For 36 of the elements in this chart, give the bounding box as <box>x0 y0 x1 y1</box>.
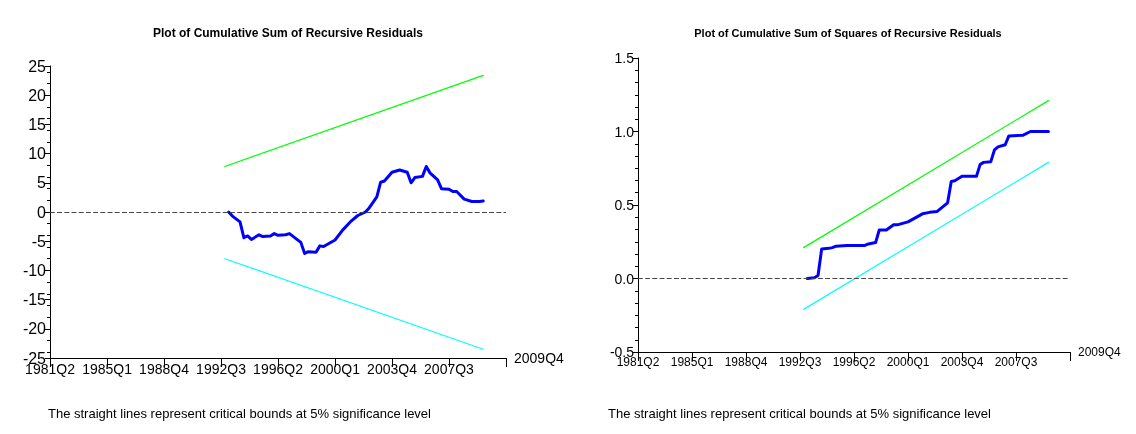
x-tick-label: 2003Q4 <box>367 361 418 377</box>
x-tick-label: 1992Q3 <box>196 361 247 377</box>
x-tick-label: 1985Q1 <box>82 361 133 377</box>
chart-title: Plot of Cumulative Sum of Recursive Residuals <box>152 26 424 40</box>
x-axis-title: 2009Q4 <box>514 350 565 366</box>
y-tick-label: 5 <box>37 174 47 192</box>
line-series <box>227 164 485 255</box>
line-series <box>805 130 1050 280</box>
y-tick-label: 25 <box>28 57 47 75</box>
x-tick-label: 1988Q4 <box>139 361 190 377</box>
y-tick-label: 0.0 <box>614 270 635 287</box>
y-tick-label: 15 <box>28 115 47 133</box>
x-tick-label: 2007Q3 <box>994 355 1038 369</box>
x-tick-label: 2007Q3 <box>424 361 475 377</box>
x-tick-label: 2003Q4 <box>940 355 984 369</box>
y-tick-label: 0.5 <box>614 197 635 213</box>
y-tick-label: 1.5 <box>614 50 635 66</box>
chart-title: Plot of Cumulative Sum of Squares of Recursive Residuals <box>694 26 1002 39</box>
y-tick-label: 1.0 <box>614 123 635 140</box>
y-tick-label: -10 <box>22 261 47 279</box>
y-tick-label: 20 <box>28 86 47 104</box>
y-tick-label: -5 <box>31 232 47 250</box>
x-tick-label: 2000Q1 <box>886 355 930 369</box>
text: The straight lines represent critical bounds at 5% significance level <box>608 406 992 421</box>
x-tick-label: 2000Q1 <box>310 361 361 377</box>
x-tick-label: 1988Q4 <box>724 355 768 369</box>
y-tick-label: 0 <box>37 203 47 221</box>
x-tick-label: 1992Q3 <box>778 355 822 369</box>
y-tick-label: -15 <box>22 291 47 309</box>
y-tick-label: -20 <box>22 320 47 338</box>
x-axis-title: 2009Q4 <box>1078 345 1122 359</box>
x-tick-label: 1996Q2 <box>253 361 304 377</box>
x-tick-label: 1985Q1 <box>670 355 714 369</box>
text: The straight lines represent critical bounds at 5% significance level <box>48 406 432 421</box>
y-tick-label: 10 <box>28 145 47 163</box>
x-tick-label: 1996Q2 <box>832 355 876 369</box>
